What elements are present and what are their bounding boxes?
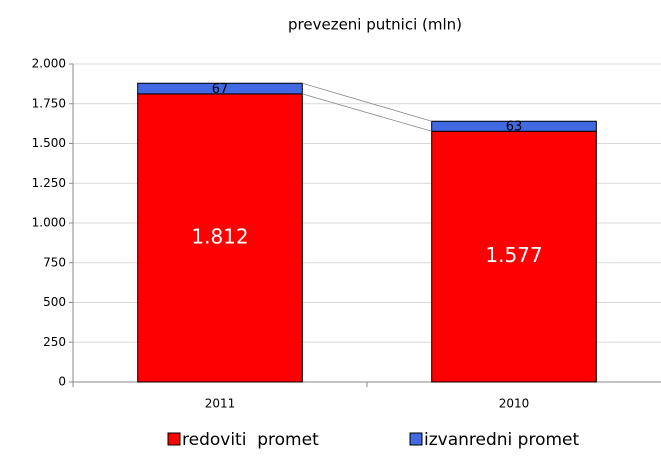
bar-segment bbox=[431, 130, 597, 383]
data-label: 63 bbox=[506, 120, 523, 135]
y-tick-label: 1.750 bbox=[32, 96, 66, 110]
x-tick-label: 2011 bbox=[205, 397, 236, 411]
y-tick-label: 1.250 bbox=[32, 176, 66, 190]
data-label: 1.577 bbox=[485, 243, 542, 267]
x-tick-label: 2010 bbox=[499, 397, 530, 411]
y-tick-label: 0 bbox=[58, 375, 66, 389]
legend-swatch bbox=[409, 432, 423, 446]
series-line bbox=[302, 82, 432, 122]
bar-segment bbox=[137, 82, 303, 95]
y-tick-label: 2.000 bbox=[32, 57, 66, 71]
y-tick-label: 1.500 bbox=[32, 136, 66, 150]
data-label: 67 bbox=[212, 82, 229, 97]
legend-swatch bbox=[167, 432, 181, 446]
y-tick-label: 1.000 bbox=[32, 216, 66, 230]
y-tick-label: 250 bbox=[43, 335, 66, 349]
y-tick-label: 500 bbox=[43, 295, 66, 309]
series-line bbox=[302, 93, 432, 132]
bar-segment bbox=[137, 93, 303, 383]
legend-label: izvanredni promet bbox=[424, 430, 579, 450]
chart-title: prevezeni putnici (mln) bbox=[288, 16, 462, 34]
bar-segment bbox=[431, 120, 597, 132]
y-tick-label: 750 bbox=[43, 255, 66, 269]
legend-label: redoviti promet bbox=[182, 430, 319, 450]
data-label: 1.812 bbox=[191, 224, 248, 248]
